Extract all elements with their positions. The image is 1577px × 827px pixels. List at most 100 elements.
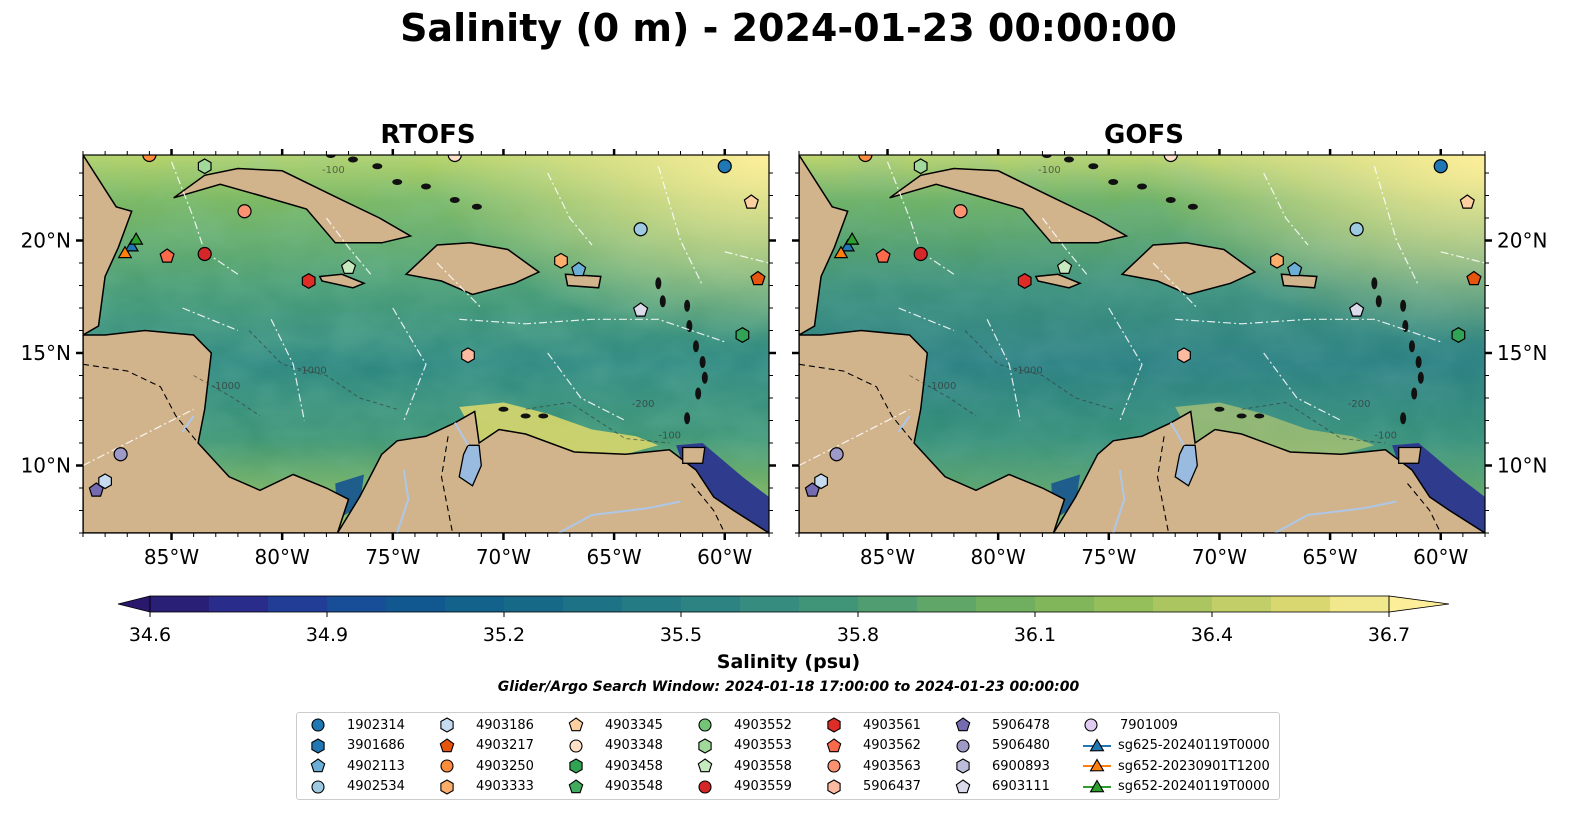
legend-label: 4902534 [347, 779, 405, 794]
legend-item: 4903559 [696, 777, 792, 797]
legend-label: 6903111 [992, 779, 1050, 794]
legend-item: 4903548 [567, 777, 663, 797]
colorbar-extend-max [1388, 595, 1450, 613]
lake-maracaibo [1174, 444, 1198, 487]
contour-label: -1000 [927, 381, 956, 392]
contour-label: -200 [1348, 399, 1371, 410]
lon-tick-label: 65°W [586, 545, 641, 569]
platform-marker-4903553 [197, 158, 212, 175]
platform-marker-5906480 [829, 447, 844, 462]
colorbar-segment [445, 596, 505, 612]
platform-marker-4903186 [98, 473, 113, 490]
land-jamaica [1034, 273, 1082, 289]
colorbar-tick-label: 35.8 [837, 624, 879, 646]
legend-marker-hexagon-icon [827, 717, 841, 733]
platform-marker-4903345 [1459, 194, 1475, 209]
legend-item: 3901686 [309, 736, 405, 756]
land-cuba [889, 167, 1129, 244]
legend-item: 4903563 [825, 756, 921, 776]
legend-item: 1902314 [309, 715, 405, 735]
colorbar-extend-min [117, 595, 151, 613]
colorbar-segment [1035, 596, 1095, 612]
map-panel-gofs: -100 -1000 -200 -1000 -100 85°W 80°W 75°W 70°W 65… [792, 149, 1547, 569]
platform-marker-4903561 [1017, 273, 1032, 289]
lat-tick-label: 10°N [1497, 454, 1547, 478]
platform-marker-5906478 [804, 482, 820, 497]
legend-marker-hexagon-icon [956, 758, 970, 774]
platform-marker-4903558 [340, 259, 357, 274]
platform-marker-5906478 [88, 482, 104, 497]
legend-marker-hexagon-icon [827, 778, 841, 795]
legend-label: 4903458 [605, 758, 663, 774]
land-puertorico [564, 273, 602, 289]
platform-marker-4903559 [913, 246, 928, 262]
contour-label: -100 [1374, 431, 1397, 442]
colorbar-segment [327, 596, 387, 612]
legend-item: 4903348 [567, 736, 663, 756]
colorbar-tick-label: 36.4 [1191, 624, 1233, 646]
colorbar-segment [1212, 596, 1272, 612]
legend-marker-hexagon-icon [440, 778, 454, 795]
legend-item: 6903111 [954, 777, 1050, 797]
platform-marker-4903186 [814, 473, 829, 490]
platform-marker-4903333 [554, 252, 568, 269]
colorbar-segment [563, 596, 623, 612]
legend-item: sg625-20240119T0000 [1082, 736, 1270, 756]
legend-label: sg652-20230901T1200 [1118, 758, 1270, 774]
colorbar-segment [209, 596, 269, 612]
legend-item: 5906437 [825, 777, 921, 797]
platform-marker-4903558 [1056, 259, 1073, 274]
legend-item: 4903562 [825, 736, 921, 756]
legend-label: 4903345 [605, 717, 663, 733]
legend-marker-pentagon-icon [697, 758, 713, 773]
lon-tick-label: 60°W [1413, 545, 1468, 569]
lon-tick-label: 70°W [1192, 545, 1247, 569]
colorbar-tick-label: 34.9 [306, 624, 348, 646]
colorbar-segment [268, 596, 328, 612]
contour-label: -1000 [1014, 365, 1043, 376]
colorbar-segment [504, 596, 564, 612]
colorbar-segment [740, 596, 800, 612]
platform-marker-4903345 [743, 194, 759, 209]
colorbar-segment [150, 596, 210, 612]
legend-label: 4903562 [863, 738, 921, 753]
colorbar-segment [386, 596, 446, 612]
lake-maracaibo [458, 444, 482, 487]
colorbar-segment [917, 596, 977, 612]
platform-marker-4903333 [1270, 252, 1284, 269]
legend-marker-hexagon-icon [311, 737, 325, 754]
legend-marker-circle-icon [698, 779, 712, 794]
platform-marker-sg625-20240119T0000 [840, 238, 856, 252]
legend-label: 4903333 [476, 779, 534, 794]
legend-marker-hexagon-icon [698, 737, 712, 754]
lat-tick-label: 10°N [21, 454, 71, 478]
legend-item: 4903552 [696, 715, 792, 735]
legend-marker-pentagon-icon [568, 778, 584, 793]
legend-marker-circle-icon [440, 759, 454, 773]
legend-marker-pentagon-icon [568, 717, 584, 732]
legend-label: 4903186 [476, 717, 534, 733]
legend-item: 7901009 [1082, 715, 1178, 735]
lon-tick-label: 80°W [255, 545, 310, 569]
legend-item: sg652-20240119T0000 [1082, 777, 1270, 797]
contour-label: -100 [1038, 165, 1061, 176]
legend-label: 5906480 [992, 738, 1050, 753]
legend-marker-pentagon-icon [955, 717, 971, 732]
legend-label: 4903217 [476, 738, 534, 753]
colorbar-tick-label: 35.5 [660, 624, 702, 646]
colorbar-segment [1153, 596, 1213, 612]
colorbar-segment [1271, 596, 1331, 612]
land-hispaniola [404, 242, 541, 296]
land-southam [1052, 410, 1485, 533]
legend-item: 4903333 [438, 777, 534, 797]
platform-marker-4903458 [1451, 327, 1466, 343]
lon-tick-label: 65°W [1302, 545, 1357, 569]
platform-marker-4902113 [1287, 261, 1303, 277]
platform-legend: 1902314 3901686 4902113 4902534 4903186 49032… [296, 712, 1280, 800]
panel-title-rtofs: RTOFS [380, 120, 476, 150]
platform-marker-5906437 [461, 347, 475, 364]
legend-marker-pentagon-icon [826, 737, 842, 752]
legend-label: 4903348 [605, 738, 663, 753]
colorbar-tick-label: 35.2 [483, 624, 525, 646]
legend-item: 4903250 [438, 756, 534, 776]
